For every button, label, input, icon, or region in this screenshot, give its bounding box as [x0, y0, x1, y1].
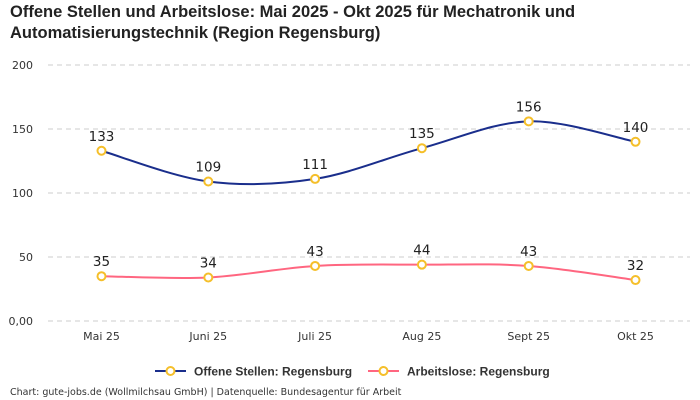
series-line	[101, 120, 636, 186]
data-point	[310, 173, 321, 184]
legend-marker	[165, 366, 176, 376]
x-tick-label: Okt 25	[617, 330, 654, 343]
x-tick-label: Juni 25	[188, 330, 227, 343]
chart-title: Offene Stellen und Arbeitslose: Mai 2025…	[10, 3, 576, 42]
data-point	[203, 176, 214, 187]
data-point	[203, 272, 214, 283]
data-label: 43	[520, 244, 537, 260]
data-point	[416, 259, 427, 270]
data-point	[523, 116, 534, 127]
data-label: 32	[627, 258, 644, 274]
legend-label: Arbeitslose: Regensburg	[407, 365, 550, 379]
series-line	[101, 263, 636, 282]
legend-marker	[378, 366, 389, 376]
x-tick-label: Juli 25	[297, 330, 332, 343]
data-label: 135	[409, 126, 435, 142]
data-label: 34	[200, 255, 217, 271]
chart-credit: Chart: gute-jobs.de (Wollmilchsau GmbH) …	[10, 387, 402, 398]
data-label: 156	[516, 99, 542, 115]
data-label: 140	[623, 120, 649, 136]
y-tick-label: 100	[12, 187, 33, 200]
data-point	[96, 145, 107, 156]
data-label: 109	[195, 159, 221, 175]
data-point	[630, 275, 641, 286]
data-point	[523, 260, 534, 271]
y-tick-label: 200	[12, 59, 33, 72]
y-tick-label: 0,00	[9, 315, 34, 328]
data-label: 44	[413, 243, 430, 259]
data-label: 111	[302, 157, 328, 173]
data-label: 133	[89, 129, 115, 145]
data-label: 35	[93, 254, 110, 270]
data-point	[630, 136, 641, 147]
data-point	[96, 271, 107, 282]
data-point	[310, 260, 321, 271]
data-point	[416, 143, 427, 154]
x-tick-label: Mai 25	[83, 330, 120, 343]
x-tick-label: Aug 25	[402, 330, 441, 343]
legend-label: Offene Stellen: Regensburg	[194, 365, 352, 379]
data-label: 43	[307, 244, 324, 260]
y-tick-label: 150	[12, 123, 33, 136]
y-tick-label: 50	[19, 251, 33, 264]
x-tick-label: Sept 25	[507, 330, 550, 343]
